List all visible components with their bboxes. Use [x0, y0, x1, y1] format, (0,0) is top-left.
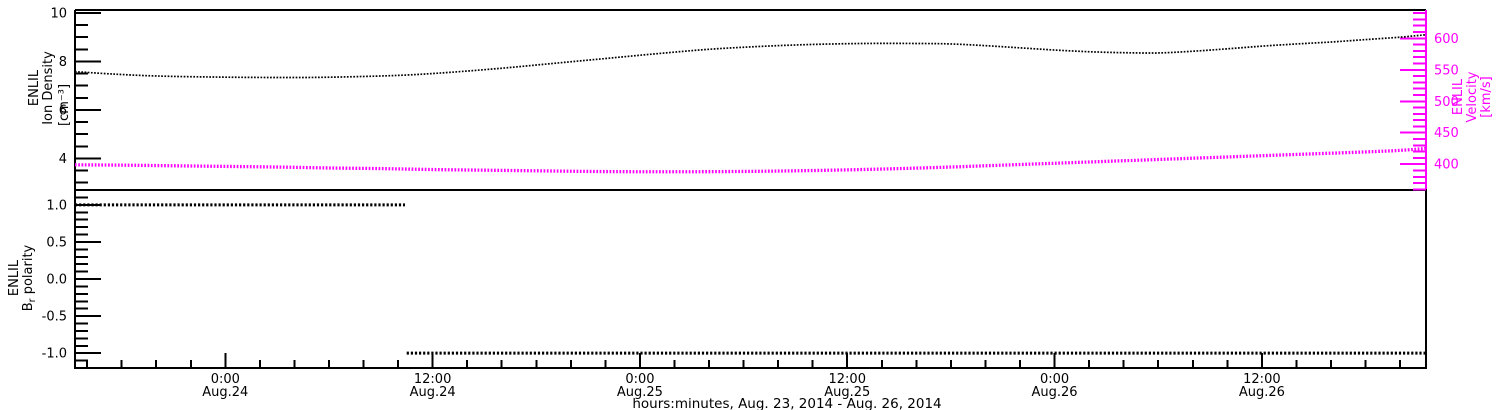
- polarity-tick-label: 1.0: [46, 198, 67, 213]
- density-axis-label-line2: Ion Density: [41, 51, 56, 125]
- velocity-axis-label-line2: Velocity: [1465, 71, 1480, 122]
- velocity-axis-units-label: [km/s]: [1479, 76, 1494, 118]
- x-axis: 0:00Aug.2412:00Aug.240:00Aug.2512:00Aug.…: [86, 353, 1402, 410]
- x-tick-date-label: Aug.24: [410, 385, 456, 400]
- density-tick-label: 4: [59, 152, 67, 167]
- density-axis-units-label: [cm⁻³]: [57, 84, 72, 126]
- density-tick-label: 8: [59, 55, 67, 70]
- x-tick-time-label: 12:00: [1243, 372, 1280, 387]
- velocity-axis: 400 450 500 550 600 ENLIL Velocity [km/s]: [1400, 12, 1494, 191]
- panel-frames: [74, 9, 1427, 369]
- x-tick-time-label: 0:00: [211, 372, 240, 387]
- velocity-tick-label: 600: [1434, 32, 1459, 47]
- polarity-axis-label-line2: Br polarity: [21, 244, 38, 311]
- x-tick-date-label: Aug.26: [1239, 385, 1285, 400]
- polarity-axis-label-line1: ENLIL: [7, 259, 22, 296]
- bottom-panel-border: [74, 189, 1427, 369]
- polarity-tick-label: 0.5: [46, 235, 67, 250]
- x-tick-time-label: 0:00: [1040, 372, 1069, 387]
- series: [74, 33, 1427, 355]
- x-tick-time-label: 12:00: [829, 372, 866, 387]
- velocity-series: [74, 146, 1427, 174]
- x-tick-date-label: Aug.25: [824, 385, 870, 400]
- x-tick-date-label: Aug.25: [617, 385, 663, 400]
- density-axis-label-line1: ENLIL: [27, 69, 42, 106]
- polarity-tick-label: -1.0: [42, 347, 67, 362]
- velocity-tick-label: 400: [1434, 158, 1459, 173]
- velocity-tick-label: 500: [1434, 95, 1459, 110]
- velocity-axis-label-line1: ENLIL: [1451, 78, 1466, 115]
- polarity-tick-label: 0.0: [46, 273, 67, 288]
- x-tick-date-label: Aug.24: [202, 385, 248, 400]
- ion-density-series: [74, 33, 1427, 79]
- velocity-tick-label: 450: [1434, 126, 1459, 141]
- x-axis-title: hours:minutes, Aug. 23, 2014 - Aug. 26, …: [632, 396, 941, 410]
- polarity-tick-label: -0.5: [42, 310, 67, 325]
- x-tick-time-label: 12:00: [414, 372, 451, 387]
- velocity-tick-label: 550: [1434, 63, 1459, 78]
- ion-density-axis: 4 6 8 10 ENLIL Ion Density [cm⁻³]: [27, 6, 101, 184]
- density-tick-label: 10: [50, 6, 67, 21]
- x-tick-date-label: Aug.26: [1032, 385, 1078, 400]
- x-tick-time-label: 0:00: [625, 372, 654, 387]
- density-tick-label: 6: [59, 103, 67, 118]
